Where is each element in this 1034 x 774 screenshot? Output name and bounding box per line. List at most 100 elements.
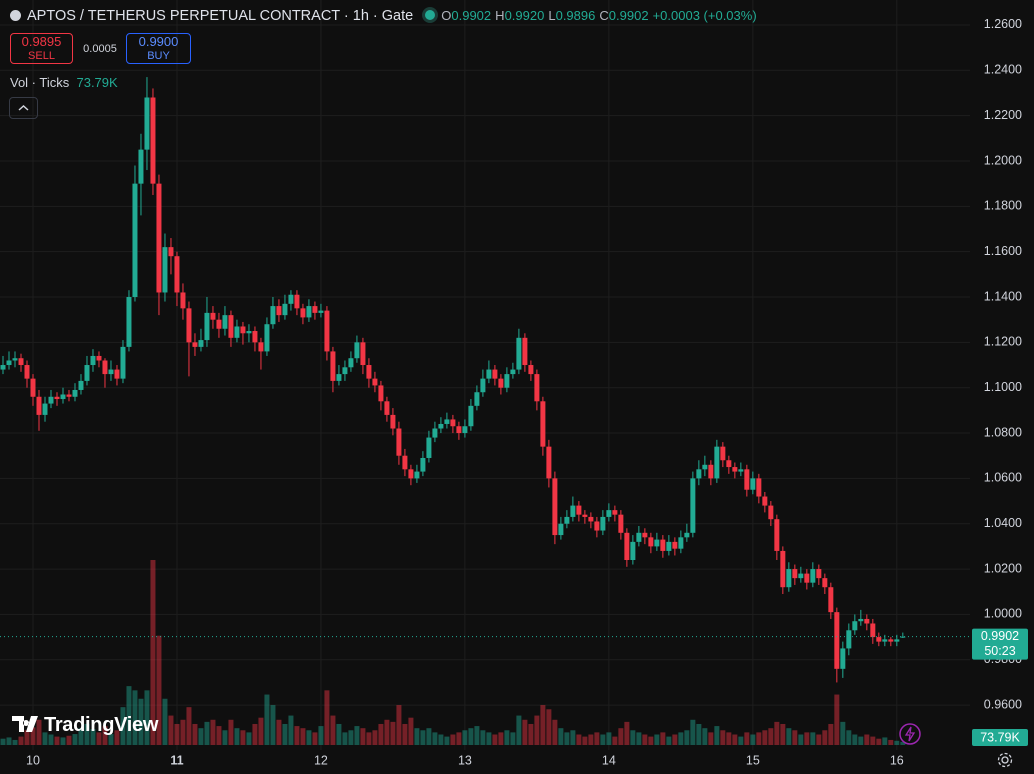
volume-bar — [504, 730, 510, 745]
candle-body — [336, 374, 342, 381]
candle-body — [168, 247, 174, 257]
volume-bar — [384, 719, 390, 745]
volume-bar — [726, 732, 732, 745]
candle-body — [864, 618, 870, 624]
volume-bar — [336, 723, 342, 745]
candle-body — [330, 351, 336, 381]
candle-body — [672, 541, 678, 549]
volume-bar — [732, 734, 738, 745]
candle-body — [648, 537, 654, 547]
volume-bar — [312, 732, 318, 745]
sell-button[interactable]: 0.9895 SELL — [10, 33, 73, 64]
candle-body — [390, 414, 396, 429]
candle-body — [36, 396, 42, 415]
candle-body — [840, 648, 846, 669]
candle-body — [12, 358, 18, 361]
volume-bar — [162, 698, 168, 745]
volume-bar — [600, 734, 606, 745]
volume-bar — [54, 736, 60, 745]
candle-body — [498, 378, 504, 388]
volume-bar — [420, 730, 426, 745]
candle-body — [306, 306, 312, 318]
volume-bar — [702, 728, 708, 745]
candle-body — [348, 358, 354, 368]
last-volume-label: 73.79K — [980, 730, 1020, 744]
volume-bar — [474, 726, 480, 745]
volume-bar — [18, 736, 24, 745]
candle-body — [270, 306, 276, 325]
volume-bar — [648, 736, 654, 745]
collapse-button[interactable] — [9, 97, 38, 119]
symbol-icon — [10, 10, 21, 21]
candle-body — [492, 369, 498, 379]
candle-body — [60, 394, 66, 400]
volume-bar — [450, 734, 456, 745]
volume-bar — [90, 729, 96, 745]
volume-bar — [828, 723, 834, 745]
candle-body — [804, 573, 810, 583]
x-tick-label: 14 — [602, 753, 616, 767]
candle-body — [444, 419, 450, 424]
volume-bar — [60, 737, 66, 745]
candle-body — [420, 457, 426, 472]
candle-body — [738, 469, 744, 472]
candle-body — [0, 365, 6, 370]
volume-bar — [294, 726, 300, 745]
lightning-button[interactable] — [898, 722, 922, 746]
volume-bar — [414, 728, 420, 745]
candle-body — [300, 308, 306, 318]
settings-button[interactable] — [996, 751, 1014, 769]
candle-body — [792, 569, 798, 579]
volume-bar — [30, 727, 36, 745]
volume-bar — [468, 728, 474, 745]
candle-body — [630, 541, 636, 561]
candle-body — [876, 637, 882, 642]
legend-row: APTOS / TETHERUS PERPETUAL CONTRACT · 1h… — [10, 8, 757, 24]
y-tick-label: 1.0200 — [984, 561, 1022, 575]
candle-body — [666, 541, 672, 551]
candle-body — [426, 437, 432, 458]
candle-body — [684, 532, 690, 538]
volume-bar — [786, 728, 792, 745]
volume-bar — [72, 734, 78, 745]
volume-bar — [150, 560, 156, 745]
volume-bar — [402, 723, 408, 745]
candle-body — [600, 516, 606, 531]
candle-body — [132, 183, 138, 298]
volume-bar — [282, 723, 288, 745]
candle-body — [582, 514, 588, 517]
volume-bar — [216, 726, 222, 745]
candle-body — [642, 532, 648, 538]
volume-bar — [96, 732, 102, 745]
volume-bar — [354, 726, 360, 745]
volume-bar — [12, 739, 18, 745]
y-tick-label: 1.0000 — [984, 607, 1022, 621]
candle-body — [558, 523, 564, 536]
volume-bar — [78, 728, 84, 745]
volume-bar — [408, 717, 414, 745]
y-tick-label: 1.2200 — [984, 108, 1022, 122]
volume-bar — [438, 734, 444, 745]
candle-body — [24, 365, 30, 379]
candle-body — [258, 342, 264, 352]
candle-body — [354, 342, 360, 359]
candle-body — [90, 355, 96, 366]
volume-bar — [318, 726, 324, 745]
volume-bar — [588, 734, 594, 745]
candle-body — [264, 324, 270, 352]
volume-bar — [330, 715, 336, 745]
buy-button[interactable]: 0.9900 BUY — [126, 33, 191, 64]
candle-body — [276, 306, 282, 316]
candle-body — [828, 587, 834, 613]
volume-bar — [696, 723, 702, 745]
buy-price: 0.9900 — [138, 34, 179, 49]
volume-bar — [102, 726, 108, 745]
candle-body — [138, 149, 144, 184]
volume-bar — [120, 707, 126, 745]
candle-body — [618, 514, 624, 533]
volume-bar — [234, 728, 240, 745]
candle-body — [192, 342, 198, 347]
x-tick-label: 10 — [26, 753, 40, 767]
